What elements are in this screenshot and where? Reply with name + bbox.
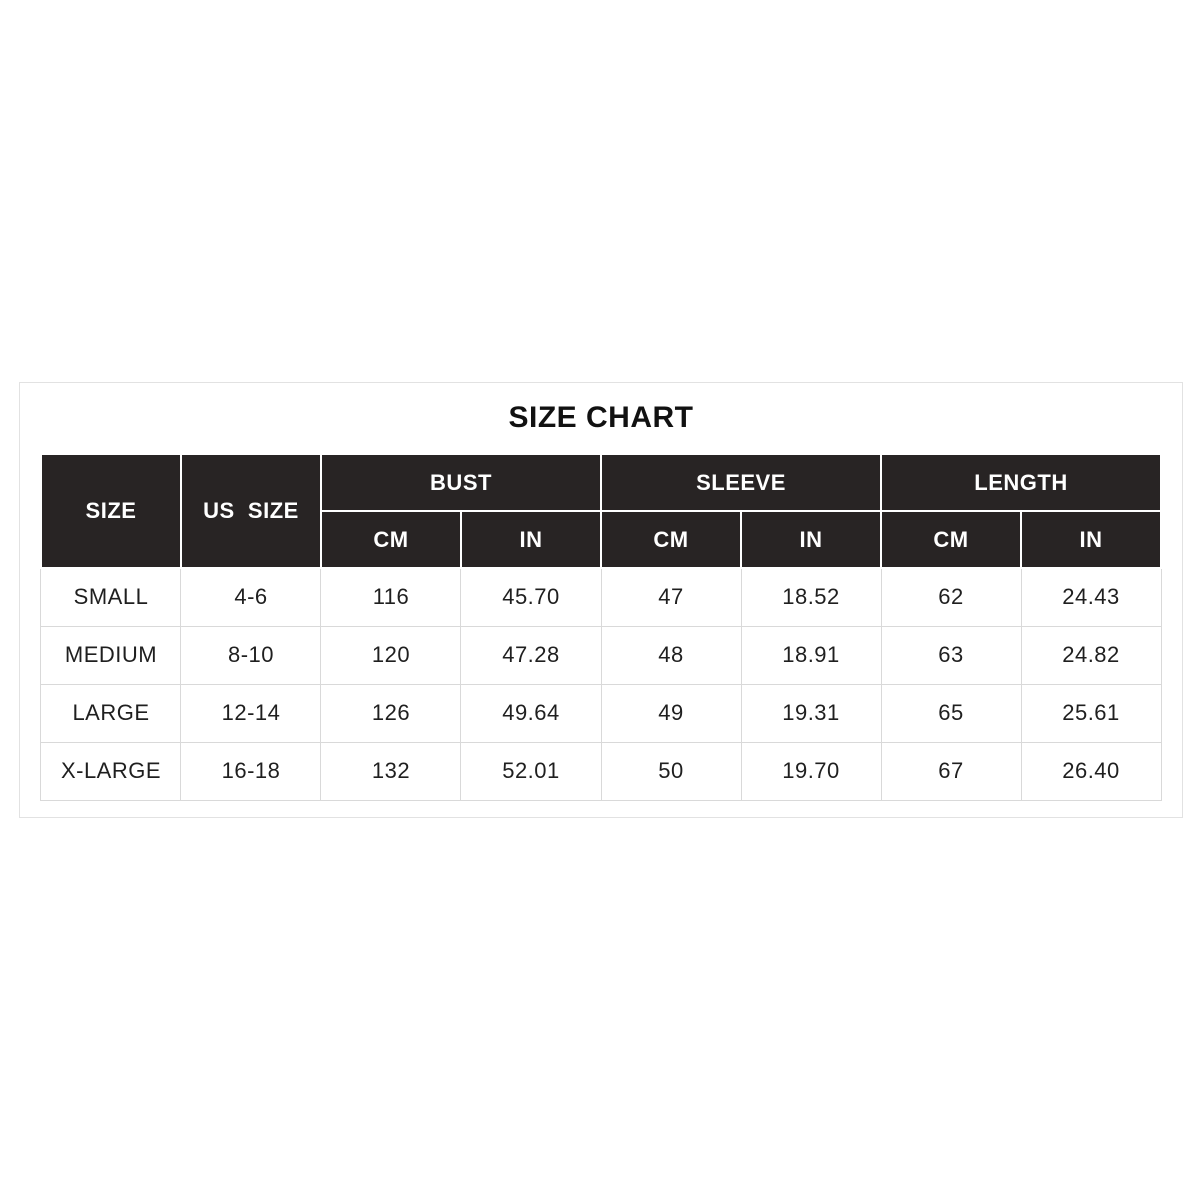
cell-bust-in: 49.64: [460, 683, 602, 743]
cell-bust-cm: 120: [320, 625, 462, 685]
cell-us-size: 8-10: [180, 625, 322, 685]
cell-sleeve-in: 18.91: [740, 625, 882, 685]
header-us-size: US SIZE: [179, 453, 322, 569]
cell-length-cm: 63: [880, 625, 1022, 685]
header-length-cm: CM: [880, 510, 1022, 569]
header-group-length: LENGTH: [879, 453, 1163, 512]
header-group-sleeve: SLEEVE: [600, 453, 882, 512]
size-chart-panel: SIZE CHART SIZE US SIZE BUST SLEEVE LENG…: [19, 382, 1183, 818]
cell-size: MEDIUM: [40, 625, 182, 685]
header-bust-in: IN: [459, 510, 603, 569]
cell-sleeve-in: 19.70: [740, 741, 882, 801]
cell-bust-cm: 132: [320, 741, 462, 801]
cell-bust-in: 47.28: [460, 625, 602, 685]
table-row-small: SMALL 4-6 116 45.70 47 18.52 62 24.43: [40, 567, 1162, 627]
header-sleeve-in: IN: [740, 510, 882, 569]
cell-bust-cm: 116: [320, 567, 462, 627]
cell-length-in: 25.61: [1020, 683, 1162, 743]
size-chart-table: SIZE US SIZE BUST SLEEVE LENGTH CM IN CM…: [39, 453, 1163, 801]
cell-size: LARGE: [40, 683, 182, 743]
cell-length-cm: 62: [880, 567, 1022, 627]
cell-length-in: 24.82: [1020, 625, 1162, 685]
cell-sleeve-in: 19.31: [740, 683, 882, 743]
header-group-bust: BUST: [319, 453, 603, 512]
cell-length-cm: 67: [880, 741, 1022, 801]
header-length-in: IN: [1019, 510, 1163, 569]
cell-length-in: 24.43: [1020, 567, 1162, 627]
table-row-large: LARGE 12-14 126 49.64 49 19.31 65 25.61: [40, 683, 1162, 743]
header-size: SIZE: [39, 453, 182, 569]
table-row-medium: MEDIUM 8-10 120 47.28 48 18.91 63 24.82: [40, 625, 1162, 685]
cell-sleeve-in: 18.52: [740, 567, 882, 627]
table-header: SIZE US SIZE BUST SLEEVE LENGTH CM IN CM…: [39, 453, 1163, 569]
page-title: SIZE CHART: [508, 401, 694, 434]
cell-length-in: 26.40: [1020, 741, 1162, 801]
cell-size: X-LARGE: [40, 741, 182, 801]
cell-us-size: 16-18: [180, 741, 322, 801]
cell-us-size: 4-6: [180, 567, 322, 627]
cell-us-size: 12-14: [180, 683, 322, 743]
header-sleeve-cm: CM: [600, 510, 742, 569]
cell-sleeve-cm: 47: [600, 567, 742, 627]
cell-bust-in: 45.70: [460, 567, 602, 627]
cell-sleeve-cm: 50: [600, 741, 742, 801]
cell-sleeve-cm: 49: [600, 683, 742, 743]
cell-size: SMALL: [40, 567, 182, 627]
cell-bust-cm: 126: [320, 683, 462, 743]
cell-length-cm: 65: [880, 683, 1022, 743]
cell-sleeve-cm: 48: [600, 625, 742, 685]
header-bust-cm: CM: [319, 510, 462, 569]
cell-bust-in: 52.01: [460, 741, 602, 801]
table-row-x-large: X-LARGE 16-18 132 52.01 50 19.70 67 26.4…: [40, 741, 1162, 801]
